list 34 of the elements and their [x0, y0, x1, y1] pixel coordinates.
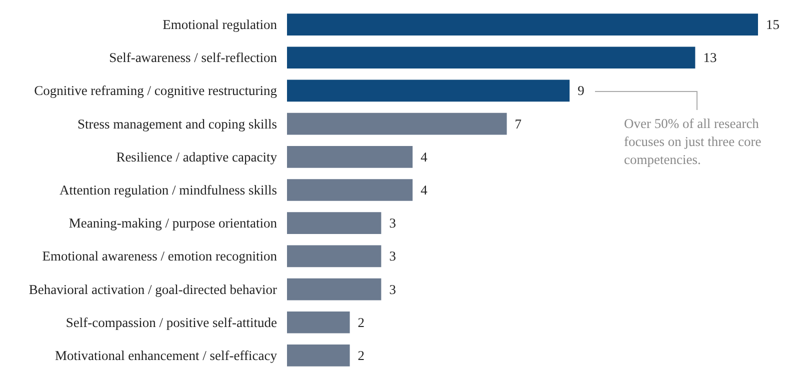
bar: [287, 80, 570, 102]
bar: [287, 46, 696, 69]
bar: [287, 344, 350, 366]
y-tick-label: Motivational enhancement / self-efficacy: [54, 348, 278, 363]
data-label: 9: [578, 83, 585, 98]
bar: [287, 112, 507, 135]
annotation: Over 50% of all research focuses on just three core competencies.: [624, 115, 762, 169]
data-label: 2: [358, 314, 365, 330]
y-tick-label: Self-awareness / self-reflection: [109, 50, 278, 66]
y-tick-label: Stress management and coping skills: [78, 116, 277, 132]
data-label: 3: [389, 216, 396, 231]
bar: [287, 212, 382, 234]
y-tick-label: Behavioral activation / goal-directed behavior: [28, 282, 278, 297]
y-tick-label: Meaning-making / purpose orientation: [68, 216, 278, 231]
y-tick-label: Resilience / adaptive capacity: [116, 149, 278, 164]
bar: [287, 278, 382, 300]
data-label: 3: [389, 248, 396, 264]
data-label: 15: [766, 17, 780, 32]
bar: [287, 146, 413, 168]
data-label: 7: [514, 116, 522, 132]
bar: [287, 179, 413, 201]
y-tick-label: Self-compassion / positive self-attitude: [66, 314, 277, 330]
data-label: 4: [420, 182, 428, 198]
y-tick-label: Attention regulation / mindfulness skills: [60, 182, 277, 198]
bar: [287, 245, 382, 268]
data-label: 13: [703, 50, 717, 66]
y-tick-label: Emotional awareness / emotion recognition: [42, 248, 278, 264]
data-label: 3: [389, 282, 396, 297]
bar: [287, 14, 758, 36]
bar: [287, 311, 350, 334]
y-tick-label: Cognitive reframing / cognitive restructuring: [34, 83, 278, 98]
data-label: 2: [358, 348, 365, 363]
data-label: 4: [420, 149, 428, 164]
y-tick-label: Emotional regulation: [162, 17, 278, 32]
